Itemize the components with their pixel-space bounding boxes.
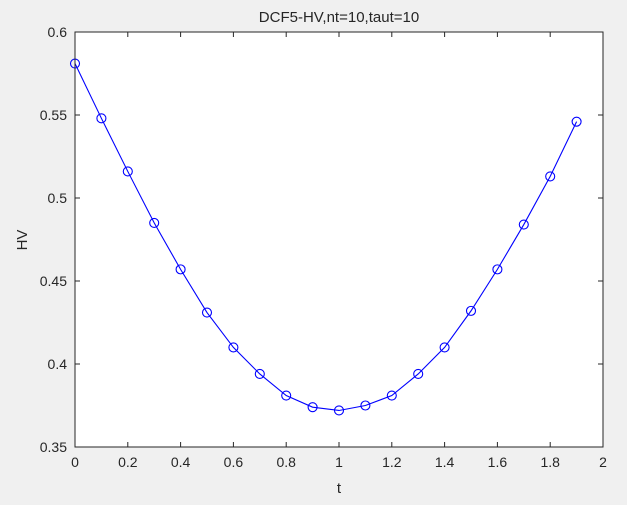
data-point (413, 368, 424, 380)
x-tick-label: 0.8 (276, 454, 296, 470)
data-point (122, 166, 133, 177)
data-point (96, 113, 107, 124)
data-point (228, 342, 239, 353)
data-point (254, 368, 265, 380)
data-point (175, 264, 186, 275)
y-tick-label: 0.4 (48, 356, 68, 372)
x-tick-label: 2 (599, 454, 607, 470)
data-point (571, 116, 582, 127)
data-point (360, 400, 371, 411)
data-point (465, 305, 477, 316)
data-point (281, 390, 292, 401)
x-tick-label: 1.8 (540, 454, 560, 470)
y-axis-label: HV (14, 230, 31, 251)
data-point (149, 217, 160, 228)
series-line (74, 63, 578, 412)
data-point (201, 307, 213, 318)
plot-frame (74, 31, 604, 448)
x-tick-label: 1.4 (435, 454, 455, 470)
y-tick-label: 0.55 (40, 107, 67, 123)
x-tick-label: 0.6 (224, 454, 244, 470)
data-point (333, 405, 345, 416)
x-tick-label: 0 (71, 454, 79, 470)
y-tick-label: 0.35 (40, 439, 67, 455)
axis-ticks: 0 0.2 0.4 0.6 0.8 1 1.2 1.4 1.6 1.8 2 0.35 0.4 0.45 0.… (40, 24, 607, 470)
x-axis-label: t (337, 480, 342, 497)
y-tick-label: 0.6 (48, 24, 68, 40)
chart-title: DCF5-HV,nt=10,taut=10 (259, 9, 419, 26)
data-point (545, 171, 556, 182)
y-tick-label: 0.45 (40, 273, 67, 289)
data-point (386, 390, 397, 401)
x-tick-label: 0.4 (171, 454, 191, 470)
x-tick-label: 1.6 (488, 454, 508, 470)
plot-area (75, 32, 603, 447)
x-tick-label: 1.2 (382, 454, 402, 470)
data-point (307, 402, 318, 413)
data-point (518, 219, 529, 230)
y-tick-label: 0.5 (48, 190, 68, 206)
x-tick-label: 1 (335, 454, 343, 470)
data-point (492, 264, 503, 275)
data-point (439, 342, 450, 353)
x-tick-label: 0.2 (118, 454, 138, 470)
